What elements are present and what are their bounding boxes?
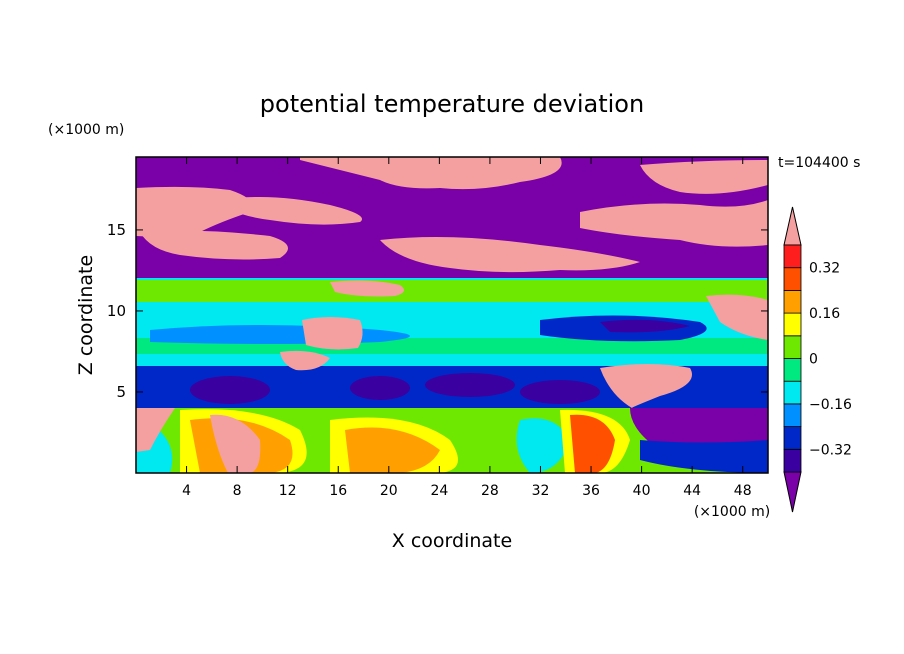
- time-label: t=104400 s: [778, 155, 860, 171]
- x-tick-label: 4: [182, 483, 191, 499]
- plot-frame: [135, 156, 769, 474]
- pink-patch-center-a: [220, 196, 362, 225]
- x-tick-label: 24: [430, 483, 448, 499]
- colorbar-swatch: [783, 267, 802, 291]
- navy-core-right: [600, 319, 690, 333]
- x-tick-label: 16: [329, 483, 347, 499]
- pink-patch-right: [580, 200, 768, 247]
- orange-plume-c: [570, 414, 615, 473]
- pink-patch-top: [300, 157, 562, 190]
- chart-title: potential temperature deviation: [260, 90, 644, 118]
- field-mid-green-band: [136, 280, 768, 302]
- colorbar-label: 0: [809, 352, 818, 368]
- x-axis: 4 8 12 16 20 24 28 32 36 40 44 48: [182, 157, 752, 499]
- x-axis-title: X coordinate: [392, 530, 512, 552]
- y-tick-label: 15: [107, 221, 126, 239]
- pink-patch-left: [136, 186, 253, 237]
- contour-field: [136, 157, 768, 473]
- pink-plume-left: [136, 408, 175, 452]
- pink-patch-mid2: [280, 350, 330, 371]
- colorbar-swatch: [783, 312, 802, 337]
- cyan-eddy: [516, 418, 570, 473]
- colorbar-swatch: [783, 335, 802, 359]
- colorbar-swatch: [783, 380, 802, 405]
- colorbar-swatch: [783, 403, 802, 427]
- x-tick-label: 12: [279, 483, 297, 499]
- pink-plume-a: [210, 414, 261, 473]
- x-tick-label: 36: [582, 483, 600, 499]
- colorbar: −0.32 −0.16 0 0.16 0.32: [783, 206, 852, 513]
- pink-patch-right-mid: [706, 294, 768, 340]
- pink-patch-top-right: [640, 160, 768, 194]
- pink-patch-center-b: [140, 230, 288, 260]
- y-unit-label: (×1000 m): [48, 122, 124, 138]
- y-axis-title: Z coordinate: [75, 255, 97, 375]
- orange-plume-b: [345, 427, 440, 473]
- pink-patch-band: [380, 236, 640, 273]
- x-tick-label: 40: [633, 483, 651, 499]
- x-tick-label: 48: [734, 483, 752, 499]
- y-tick-label: 10: [107, 302, 126, 320]
- blue-lower-right: [640, 440, 768, 473]
- x-tick-label: 32: [532, 483, 550, 499]
- colorbar-swatch: [783, 289, 802, 314]
- colorbar-swatch: [783, 426, 802, 450]
- pink-patch-small: [330, 280, 404, 297]
- colorbar-label: −0.16: [809, 397, 852, 413]
- x-tick-label: 28: [481, 483, 499, 499]
- colorbar-label: 0.16: [809, 306, 840, 322]
- colorbar-extend-max: [783, 206, 802, 246]
- colorbar-label: −0.32: [809, 442, 852, 458]
- colorbar-swatch: [783, 358, 802, 382]
- colorbar-swatch: [783, 448, 802, 473]
- x-tick-label: 8: [233, 483, 242, 499]
- colorbar-swatch: [783, 244, 802, 269]
- purple-lump-c: [425, 373, 515, 397]
- pink-patch-mid: [302, 317, 363, 350]
- purple-lump-b: [350, 376, 410, 400]
- x-unit-label: (×1000 m): [694, 504, 770, 520]
- x-tick-label: 20: [380, 483, 398, 499]
- purple-lump-d: [520, 380, 600, 404]
- x-tick-label: 44: [683, 483, 701, 499]
- y-axis: 5 10 15: [107, 221, 768, 401]
- colorbar-label: 0.32: [809, 261, 840, 277]
- pink-patch-right-low: [600, 364, 692, 408]
- purple-lump-a: [190, 376, 270, 404]
- colorbar-extend-min: [783, 471, 802, 513]
- y-tick-label: 5: [116, 383, 126, 401]
